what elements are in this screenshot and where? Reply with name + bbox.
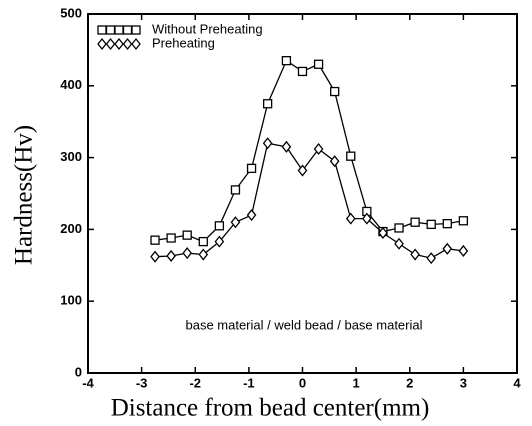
data-point	[313, 59, 324, 69]
data-point	[394, 223, 404, 233]
data-point	[458, 216, 469, 226]
x-axis-title: Distance from bead center(mm)	[111, 395, 430, 422]
data-point	[150, 235, 160, 245]
series-line	[154, 59, 464, 243]
legend-marker	[105, 37, 116, 51]
data-point	[182, 230, 192, 240]
data-point	[150, 250, 160, 263]
data-point	[362, 212, 372, 225]
y-axis-title: Hardness(Hv)	[11, 125, 38, 265]
y-tick-label: 300	[60, 149, 82, 164]
data-point	[426, 219, 436, 230]
y-tick-label: 100	[60, 293, 82, 308]
y-tick-label: 0	[75, 364, 82, 379]
legend-label: Preheating	[152, 35, 215, 50]
data-point	[329, 155, 340, 168]
legend-marker	[97, 37, 107, 51]
data-point	[442, 219, 452, 229]
legend-marker	[97, 25, 107, 35]
legend-label: Without Preheating	[152, 21, 263, 36]
data-point	[166, 249, 176, 263]
data-point	[246, 163, 257, 174]
data-point	[281, 56, 292, 66]
y-tick-label: 400	[60, 77, 82, 92]
data-point	[214, 221, 225, 231]
data-point	[214, 235, 225, 248]
x-tick-label: -3	[136, 375, 148, 390]
data-point	[330, 86, 340, 97]
x-tick-label: -1	[243, 375, 255, 390]
data-point	[313, 142, 324, 156]
data-point	[198, 236, 208, 247]
y-tick-label: 200	[60, 221, 82, 236]
x-tick-label: 3	[460, 375, 467, 390]
x-tick-label: 1	[353, 375, 360, 390]
annotation: base material / weld bead / base materia…	[185, 317, 422, 332]
data-point	[198, 248, 209, 261]
legend-marker	[131, 37, 141, 51]
data-point	[281, 140, 292, 153]
data-point	[442, 242, 453, 255]
x-tick-label: 2	[406, 375, 413, 390]
data-point	[262, 99, 273, 109]
data-point	[297, 164, 308, 177]
data-point	[182, 247, 193, 260]
legend-marker	[114, 37, 124, 51]
data-point	[426, 252, 437, 265]
legend-marker	[114, 25, 124, 35]
data-point	[394, 237, 404, 250]
data-point	[378, 226, 388, 240]
data-point	[246, 208, 257, 222]
y-tick-label: 500	[60, 5, 82, 20]
data-point	[262, 137, 273, 150]
data-point	[410, 248, 420, 261]
x-tick-label: 0	[299, 375, 306, 390]
legend-marker	[122, 37, 133, 51]
legend-marker	[131, 25, 141, 35]
x-tick-label: -2	[189, 375, 201, 390]
data-point	[345, 212, 356, 225]
data-point	[410, 217, 420, 227]
legend-marker	[105, 25, 116, 35]
data-point	[166, 233, 176, 243]
x-tick-label: -4	[82, 375, 94, 390]
data-point	[230, 216, 241, 229]
x-tick-label: 4	[513, 375, 521, 390]
data-point	[346, 151, 356, 161]
data-point	[458, 244, 469, 257]
data-point	[297, 66, 308, 77]
data-point	[230, 185, 241, 195]
legend-marker	[122, 25, 133, 35]
